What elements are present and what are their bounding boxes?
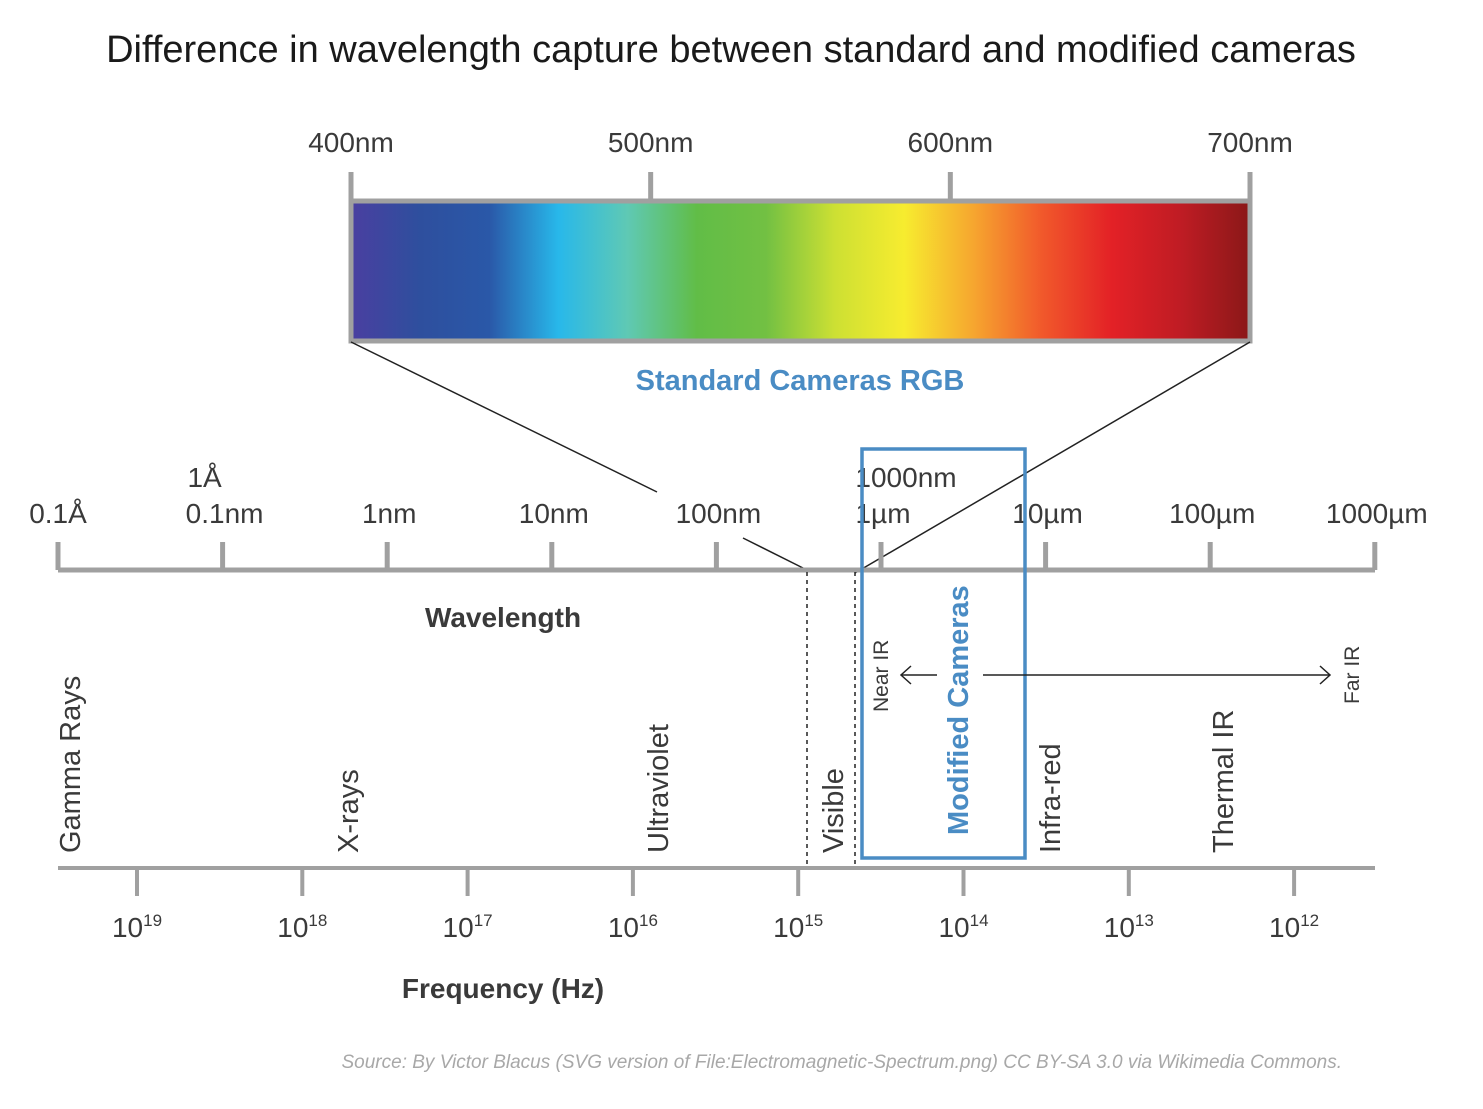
region-label: Gamma Rays (55, 676, 87, 853)
wavelength-axis: 0.1Å 0.1nm 1Å 1nm 10nm 100nm 1µm 1000nm 10µm 100µ… (29, 462, 1427, 633)
region-label: Ultraviolet (643, 724, 675, 853)
frequency-tick-label: 1017 (443, 911, 493, 943)
zoom-line-right (854, 341, 1251, 574)
frequency-tick-base: 10 (608, 912, 639, 943)
frequency-axis: 1019 1018 1017 1016 1015 1014 1013 1012 Frequen… (58, 866, 1375, 1004)
visible-band-ticks: 400nm 500nm 600nm 700nm (308, 127, 1293, 201)
frequency-tick-base: 10 (1104, 912, 1135, 943)
frequency-axis-title: Frequency (Hz) (402, 973, 604, 1004)
frequency-tick-exponent: 17 (474, 911, 493, 930)
frequency-tick-exponent: 15 (804, 911, 823, 930)
zoom-line-left-upper (350, 341, 658, 493)
frequency-tick-exponent: 18 (308, 911, 327, 930)
frequency-tick-label: 1015 (773, 911, 823, 943)
wavelength-tick-label: 100nm (676, 498, 762, 529)
visible-tick-label: 400nm (308, 127, 394, 158)
frequency-tick-exponent: 19 (143, 911, 162, 930)
frequency-tick-label: 1018 (277, 911, 327, 943)
wavelength-tick-label: 0.1Å (29, 498, 87, 529)
modified-cameras-box (860, 447, 1027, 860)
visible-tick-label: 600nm (908, 127, 994, 158)
spectrum-regions: Gamma Rays X-rays Ultraviolet Visible Infra-… (55, 676, 1240, 853)
frequency-tick-exponent: 14 (970, 911, 989, 930)
visible-band: 400nm 500nm 600nm 700nm Standard Cameras RG… (308, 127, 1293, 397)
wavelength-tick-label: 100µm (1169, 498, 1255, 529)
frequency-tick-exponent: 16 (639, 911, 658, 930)
frequency-ticks: 1019 1018 1017 1016 1015 1014 1013 1012 (112, 868, 1319, 943)
wavelength-tick-alt-label: 1000nm (855, 462, 956, 493)
diagram-title: Difference in wavelength capture between… (106, 29, 1356, 71)
far-ir-arrowhead (1319, 665, 1332, 685)
wavelength-tick-label: 1µm (855, 498, 910, 529)
zoom-connectors (350, 341, 1251, 574)
frequency-tick-base: 10 (277, 912, 308, 943)
wavelength-tick-label: 1000µm (1326, 498, 1428, 529)
frequency-tick-base: 10 (112, 912, 143, 943)
wavelength-tick-label: 10nm (519, 498, 589, 529)
frequency-tick-base: 10 (773, 912, 804, 943)
region-label: Thermal IR (1208, 710, 1240, 853)
frequency-tick-exponent: 12 (1300, 911, 1319, 930)
visible-tick-label: 700nm (1207, 127, 1293, 158)
frequency-tick-label: 1014 (938, 911, 988, 943)
region-label: Visible (818, 768, 850, 853)
near-ir-label: Near IR (870, 640, 893, 712)
visible-tick-label: 500nm (608, 127, 694, 158)
frequency-tick-exponent: 13 (1135, 911, 1154, 930)
wavelength-tick-label: 10µm (1012, 498, 1083, 529)
frequency-tick-base: 10 (938, 912, 969, 943)
frequency-tick-base: 10 (443, 912, 474, 943)
modified-cameras-group: Modified Cameras Near IR Far IR (860, 447, 1364, 860)
modified-cameras-label: Modified Cameras (943, 585, 975, 835)
frequency-tick-label: 1019 (112, 911, 162, 943)
wavelength-tick-label: 0.1nm (186, 498, 264, 529)
wavelength-ticks: 0.1Å 0.1nm 1Å 1nm 10nm 100nm 1µm 1000nm 10µm 100µ… (29, 462, 1428, 570)
far-ir-label: Far IR (1341, 646, 1364, 704)
visible-spectrum-bar (348, 198, 1253, 344)
wavelength-tick-label: 1nm (362, 498, 416, 529)
zoom-line-left-lower (742, 537, 808, 571)
frequency-tick-label: 1013 (1104, 911, 1154, 943)
wavelength-tick-alt-label: 1Å (187, 462, 222, 493)
region-label: Infra-red (1035, 743, 1067, 853)
frequency-tick-base: 10 (1269, 912, 1300, 943)
near-ir-arrowhead (899, 665, 912, 685)
frequency-tick-label: 1016 (608, 911, 658, 943)
region-label: X-rays (333, 769, 365, 853)
wavelength-axis-title: Wavelength (425, 602, 581, 633)
source-credit: Source: By Victor Blacus (SVG version of… (342, 1052, 1343, 1073)
frequency-tick-label: 1012 (1269, 911, 1319, 943)
standard-cameras-label: Standard Cameras RGB (636, 365, 965, 397)
